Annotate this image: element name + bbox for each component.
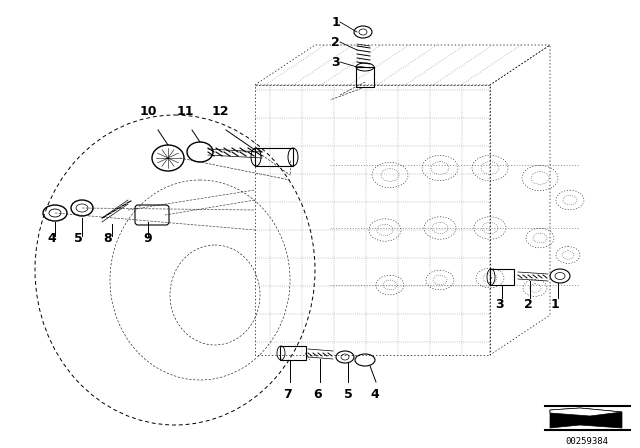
Text: 3: 3 — [496, 298, 504, 311]
Bar — [490, 269, 514, 285]
Text: 1: 1 — [550, 298, 559, 311]
Bar — [356, 67, 374, 87]
Text: 4: 4 — [371, 388, 380, 401]
Polygon shape — [550, 408, 622, 428]
Bar — [280, 346, 306, 360]
Text: 5: 5 — [74, 232, 83, 245]
Text: 6: 6 — [314, 388, 323, 401]
Text: 2: 2 — [524, 298, 532, 311]
Text: 5: 5 — [344, 388, 353, 401]
Text: 1: 1 — [332, 16, 340, 29]
Text: 11: 11 — [176, 105, 194, 118]
Bar — [255, 148, 293, 166]
Text: 7: 7 — [284, 388, 292, 401]
Text: 2: 2 — [332, 35, 340, 48]
Text: 9: 9 — [144, 232, 152, 245]
Text: 12: 12 — [211, 105, 228, 118]
Text: 00259384: 00259384 — [566, 437, 609, 446]
Polygon shape — [550, 408, 622, 416]
Text: 8: 8 — [104, 232, 112, 245]
Text: 3: 3 — [332, 56, 340, 69]
Text: 4: 4 — [47, 232, 56, 245]
Text: 10: 10 — [140, 105, 157, 118]
